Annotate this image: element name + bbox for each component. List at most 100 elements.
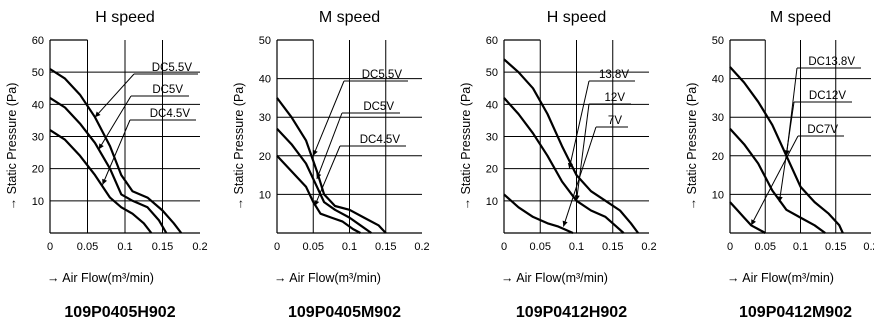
curve-dc4-5v [276,155,361,234]
curve-dc4-5v [49,129,153,234]
y-tick-label: 20 [486,164,498,176]
curve-dc5-5v [276,97,387,234]
leader-line [312,80,345,156]
y-tick-label: 50 [259,35,271,47]
curve-label: DC5.5V [152,62,193,74]
x-axis-label: → Air Flow(m³/min) [274,271,381,285]
x-tick-label: 0.15 [602,241,623,253]
x-tick-label: 0.2 [192,241,207,253]
leader-line [778,101,795,203]
curve-label: 12V [605,92,626,104]
model-number: 109P0405M902 [288,304,401,321]
curve-dc5-5v [49,68,183,234]
y-axis-label: → Static Pressure (Pa) [232,83,246,211]
curve-dc5v [49,96,168,234]
leader-arrowhead [98,143,104,150]
leader-line [568,80,590,169]
y-tick-label: 30 [712,112,724,124]
leader-arrowhead [751,219,756,226]
x-axis-label: → Air Flow(m³/min) [727,271,834,285]
leader-arrowhead [314,199,320,206]
x-axis-label: → Air Flow(m³/min) [47,271,154,285]
y-axis-label: → Static Pressure (Pa) [5,83,19,211]
x-axis-label: → Air Flow(m³/min) [501,271,608,285]
x-tick-label: 0.2 [863,241,874,253]
leader-arrowhead [574,195,580,201]
leader-line [98,95,132,150]
x-tick-label: 0 [501,241,507,253]
y-axis-label: → Static Pressure (Pa) [685,83,699,211]
chart-title: M speed [319,9,380,26]
y-tick-label: 50 [486,67,498,79]
y-tick-label: 50 [32,67,44,79]
curve-label: DC5V [363,101,394,113]
model-number: 109P0405H902 [64,304,175,321]
leader-line [562,126,597,227]
x-tick-label: 0.05 [77,241,98,253]
y-tick-label: 40 [259,74,271,86]
x-tick-label: 0.15 [152,241,173,253]
leader-arrowhead [316,172,322,179]
x-tick-label: 0 [47,241,53,253]
curve-dc13-8v [729,66,844,234]
x-tick-label: 0.05 [755,241,776,253]
model-number: 109P0412M902 [739,304,852,321]
leader-line [94,73,135,118]
chart-title: H speed [95,9,155,26]
y-tick-label: 30 [32,132,44,144]
curve-7v [503,193,574,235]
y-tick-label: 40 [486,99,498,111]
leader-line [102,119,131,185]
y-tick-label: 10 [259,189,271,201]
curve-12v [503,97,625,234]
y-tick-label: 10 [712,189,724,201]
leader-arrowhead [95,111,101,118]
leader-arrowhead [777,196,783,203]
leader-arrowhead [567,162,573,169]
leader-line [576,103,590,201]
y-tick-label: 30 [259,112,271,124]
leader-arrowhead [312,149,318,156]
curve-dc7v [729,201,766,234]
curve-label: DC5.5V [362,69,403,81]
curve-13-8v [503,58,639,234]
chart-title: M speed [770,9,831,26]
x-tick-label: 0.1 [793,241,808,253]
y-tick-label: 60 [32,35,44,47]
y-tick-label: 50 [712,35,724,47]
y-tick-label: 40 [32,99,44,111]
x-tick-label: 0.05 [530,241,551,253]
y-tick-label: 10 [32,196,44,208]
curve-label: 13.8V [599,69,629,81]
leader-line [314,145,341,207]
x-tick-label: 0.15 [375,241,396,253]
y-tick-label: 30 [486,132,498,144]
curve-dc5v [276,128,372,234]
y-axis-label: → Static Pressure (Pa) [459,83,473,211]
y-tick-label: 10 [486,196,498,208]
x-tick-label: 0.2 [414,241,429,253]
curve-label: 7V [608,115,622,127]
curve-label: DC7V [807,124,838,136]
x-tick-label: 0 [727,241,733,253]
x-tick-label: 0.15 [825,241,846,253]
x-tick-label: 0 [274,241,280,253]
curve-label: DC4.5V [150,108,191,120]
leader-arrowhead [562,220,568,227]
y-tick-label: 60 [486,35,498,47]
leader-arrowhead [102,178,108,185]
leader-line [750,135,799,226]
x-tick-label: 0.1 [117,241,132,253]
model-number: 109P0412H902 [516,304,627,321]
curve-label: DC5V [152,84,183,96]
curve-label: DC4.5V [360,134,401,146]
leader-line [316,112,343,180]
x-tick-label: 0.05 [303,241,324,253]
curve-label: DC12V [809,90,846,102]
x-tick-label: 0.1 [569,241,584,253]
y-tick-label: 20 [259,151,271,163]
x-tick-label: 0.2 [641,241,656,253]
y-tick-label: 20 [32,164,44,176]
y-tick-label: 40 [712,74,724,86]
